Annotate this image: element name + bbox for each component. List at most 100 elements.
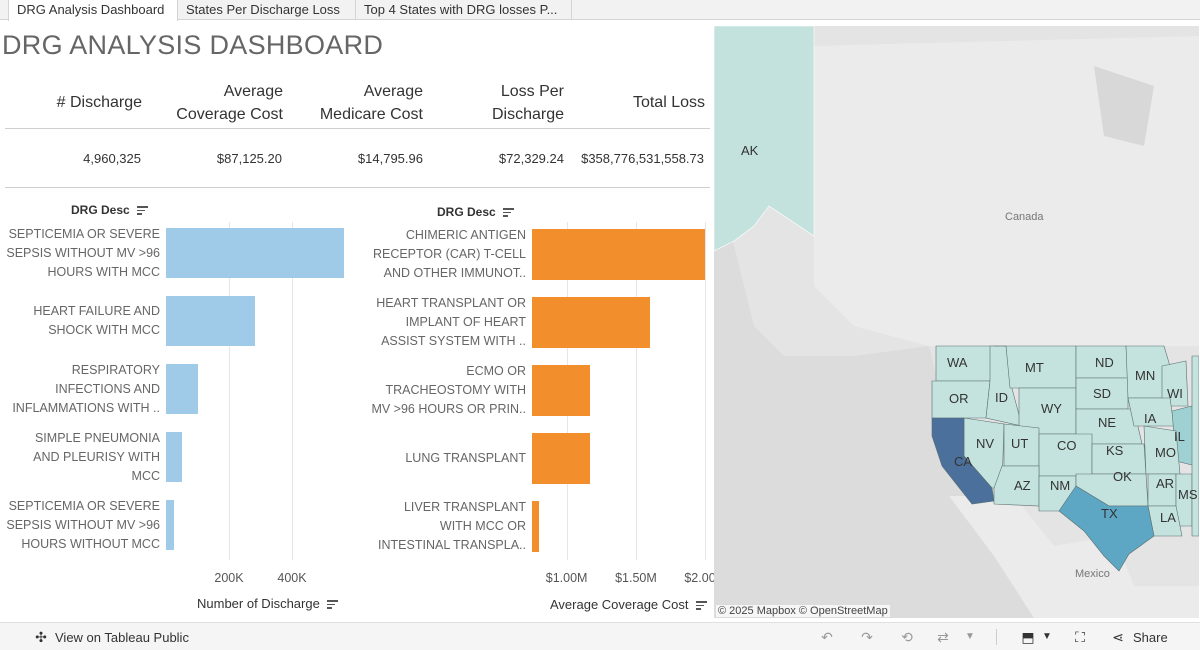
- chart1-category-label[interactable]: SEPTICEMIA OR SEVERE SEPSIS WITHOUT MV >…: [6, 226, 160, 279]
- kpi-value-avg-medicare: $14,795.96: [357, 151, 423, 166]
- chart2-bar[interactable]: [532, 365, 590, 416]
- state-label-la: LA: [1160, 510, 1176, 525]
- chart1-category-header[interactable]: DRG Desc: [71, 203, 149, 217]
- chart1-bar[interactable]: [166, 364, 198, 414]
- state-label-ca: CA: [954, 454, 972, 469]
- revert-icon[interactable]: ⟲: [901, 629, 913, 645]
- state-label-ok: OK: [1113, 469, 1132, 484]
- chart1-tick-label: 200K: [214, 571, 244, 585]
- state-label-ms: MS: [1178, 487, 1198, 502]
- chart1-category-label[interactable]: RESPIRATORY INFECTIONS AND INFLAMMATIONS…: [12, 362, 160, 415]
- chart2-tick-label: $1.00M: [545, 571, 588, 585]
- state-label-co: CO: [1057, 438, 1077, 453]
- chart1-bar[interactable]: [166, 228, 344, 278]
- kpi-value-discharge: 4,960,325: [83, 151, 141, 166]
- download-icon[interactable]: ⬒: [1021, 629, 1035, 645]
- state-label-or: OR: [949, 391, 969, 406]
- chart1-tick-label: 400K: [277, 571, 307, 585]
- state-wi: [1161, 360, 1189, 407]
- download-dropdown-icon[interactable]: ▼: [1042, 631, 1052, 642]
- state-az: [993, 465, 1040, 507]
- chart2-x-axis-title[interactable]: Average Coverage Cost: [550, 597, 708, 612]
- state-label-wa: WA: [947, 355, 968, 370]
- state-east: [1191, 355, 1199, 537]
- chart2-gridline: [705, 222, 707, 560]
- state-label-nv: NV: [976, 436, 994, 451]
- chart2-category-label[interactable]: ECMO OR TRACHEOSTOMY WITH MV >96 HOURS O…: [371, 364, 526, 416]
- kpi-divider-bottom: [5, 187, 710, 188]
- kpi-header-avg-coverage: Average Coverage Cost: [176, 83, 283, 123]
- chart1-bar[interactable]: [166, 296, 256, 346]
- chart1-bar[interactable]: [166, 432, 182, 482]
- chart1-gridline: [292, 222, 293, 560]
- undo-icon[interactable]: ↶: [821, 629, 833, 645]
- chart1-x-axis-title[interactable]: Number of Discharge: [197, 596, 339, 611]
- chart2-gridline: [635, 222, 637, 560]
- chart1-bar[interactable]: [166, 500, 174, 550]
- chart2-category-header[interactable]: DRG Desc: [437, 205, 515, 219]
- state-tx: [1058, 485, 1155, 572]
- share-icon[interactable]: ⋖: [1112, 629, 1124, 645]
- state-loss-map[interactable]: AK WA MT ND MN WI OR ID WY SD IA IL NE N…: [714, 26, 1199, 618]
- kpi-header-discharge: # Discharge: [56, 94, 142, 111]
- chart2-bar[interactable]: [532, 297, 651, 348]
- chart2-category-label[interactable]: LUNG TRANSPLANT: [405, 451, 526, 465]
- state-label-mn: MN: [1135, 368, 1155, 383]
- kpi-divider-top: [5, 128, 710, 129]
- chart1-category-label[interactable]: SEPTICEMIA OR SEVERE SEPSIS WITHOUT MV >…: [6, 498, 160, 551]
- kpi-header-avg-medicare: Average Medicare Cost: [319, 83, 423, 123]
- chart2-category-label[interactable]: LIVER TRANSPLANT WITH MCC OR INTESTINAL …: [378, 500, 526, 552]
- refresh-icon[interactable]: ⇄: [937, 629, 949, 645]
- map-attribution[interactable]: © 2025 Mapbox © OpenStreetMap: [716, 605, 890, 617]
- state-label-ut: UT: [1011, 436, 1028, 451]
- state-label-nd: ND: [1095, 355, 1114, 370]
- state-label-ia: IA: [1144, 411, 1157, 426]
- state-label-sd: SD: [1093, 386, 1111, 401]
- refresh-dropdown-icon[interactable]: ▼: [965, 631, 975, 642]
- state-label-wy: WY: [1041, 401, 1062, 416]
- page-title: DRG ANALYSIS DASHBOARD: [2, 30, 384, 60]
- tableau-toolbar: ✣ View on Tableau Public ↶ ↷ ⟲ ⇄ ▼ ⬒ ▼ ⛶…: [0, 622, 1200, 650]
- fullscreen-icon[interactable]: ⛶: [1075, 629, 1085, 645]
- chart2-category-label[interactable]: HEART TRANSPLANT OR IMPLANT OF HEART ASS…: [376, 296, 526, 348]
- state-label-tx: TX: [1101, 506, 1118, 521]
- state-labels: AK WA MT ND MN WI OR ID WY SD IA IL NE N…: [741, 143, 1198, 525]
- tab-drg-analysis-dashboard[interactable]: DRG Analysis Dashboard: [8, 0, 178, 21]
- kpi-header-total-loss: Total Loss: [632, 94, 705, 111]
- sort-icon[interactable]: [696, 601, 708, 610]
- view-on-tableau-public-link[interactable]: View on Tableau Public: [55, 630, 189, 645]
- state-label-az: AZ: [1014, 478, 1031, 493]
- state-label-mo: MO: [1155, 445, 1176, 460]
- chart2-bar[interactable]: [532, 501, 539, 552]
- state-label-ar: AR: [1156, 476, 1174, 491]
- kpi-value-total-loss: $358,776,531,558.73: [581, 151, 704, 166]
- chart2-bar[interactable]: [532, 229, 706, 280]
- mapbox-attribution[interactable]: © 2025 Mapbox: [718, 605, 796, 617]
- redo-icon[interactable]: ↷: [861, 629, 873, 645]
- state-label-id: ID: [995, 390, 1008, 405]
- state-label-mt: MT: [1025, 360, 1044, 375]
- map-label-mexico: Mexico: [1075, 568, 1110, 580]
- kpi-value-avg-coverage: $87,125.20: [216, 151, 282, 166]
- state-label-ks: KS: [1106, 443, 1124, 458]
- state-label-nm: NM: [1050, 478, 1070, 493]
- sort-icon[interactable]: [327, 600, 339, 609]
- osm-attribution[interactable]: © OpenStreetMap: [798, 605, 888, 617]
- sort-icon[interactable]: [137, 206, 149, 215]
- sort-icon[interactable]: [503, 208, 515, 217]
- chart1-category-label[interactable]: SIMPLE PNEUMONIA AND PLEURISY WITH MCC: [33, 430, 160, 483]
- tableau-logo-icon[interactable]: ✣: [35, 629, 47, 645]
- tab-top-4-states[interactable]: Top 4 States with DRG losses P...: [356, 0, 572, 20]
- chart1-category-label[interactable]: HEART FAILURE AND SHOCK WITH MCC: [33, 304, 160, 337]
- kpi-header-loss-per-discharge: Loss Per Discharge: [491, 83, 564, 123]
- tab-bar: DRG Analysis Dashboard States Per Discha…: [0, 0, 1200, 21]
- state-label-ak: AK: [741, 143, 759, 158]
- chart2-bar[interactable]: [532, 433, 590, 484]
- toolbar-separator: [996, 629, 997, 645]
- state-ak: [714, 26, 815, 252]
- share-button[interactable]: Share: [1133, 630, 1168, 645]
- state-label-wi: WI: [1167, 386, 1183, 401]
- chart2-category-label[interactable]: CHIMERIC ANTIGEN RECEPTOR (CAR) T-CELL A…: [372, 228, 526, 280]
- state-label-il: IL: [1174, 429, 1185, 444]
- tab-states-per-discharge-loss[interactable]: States Per Discharge Loss: [178, 0, 356, 20]
